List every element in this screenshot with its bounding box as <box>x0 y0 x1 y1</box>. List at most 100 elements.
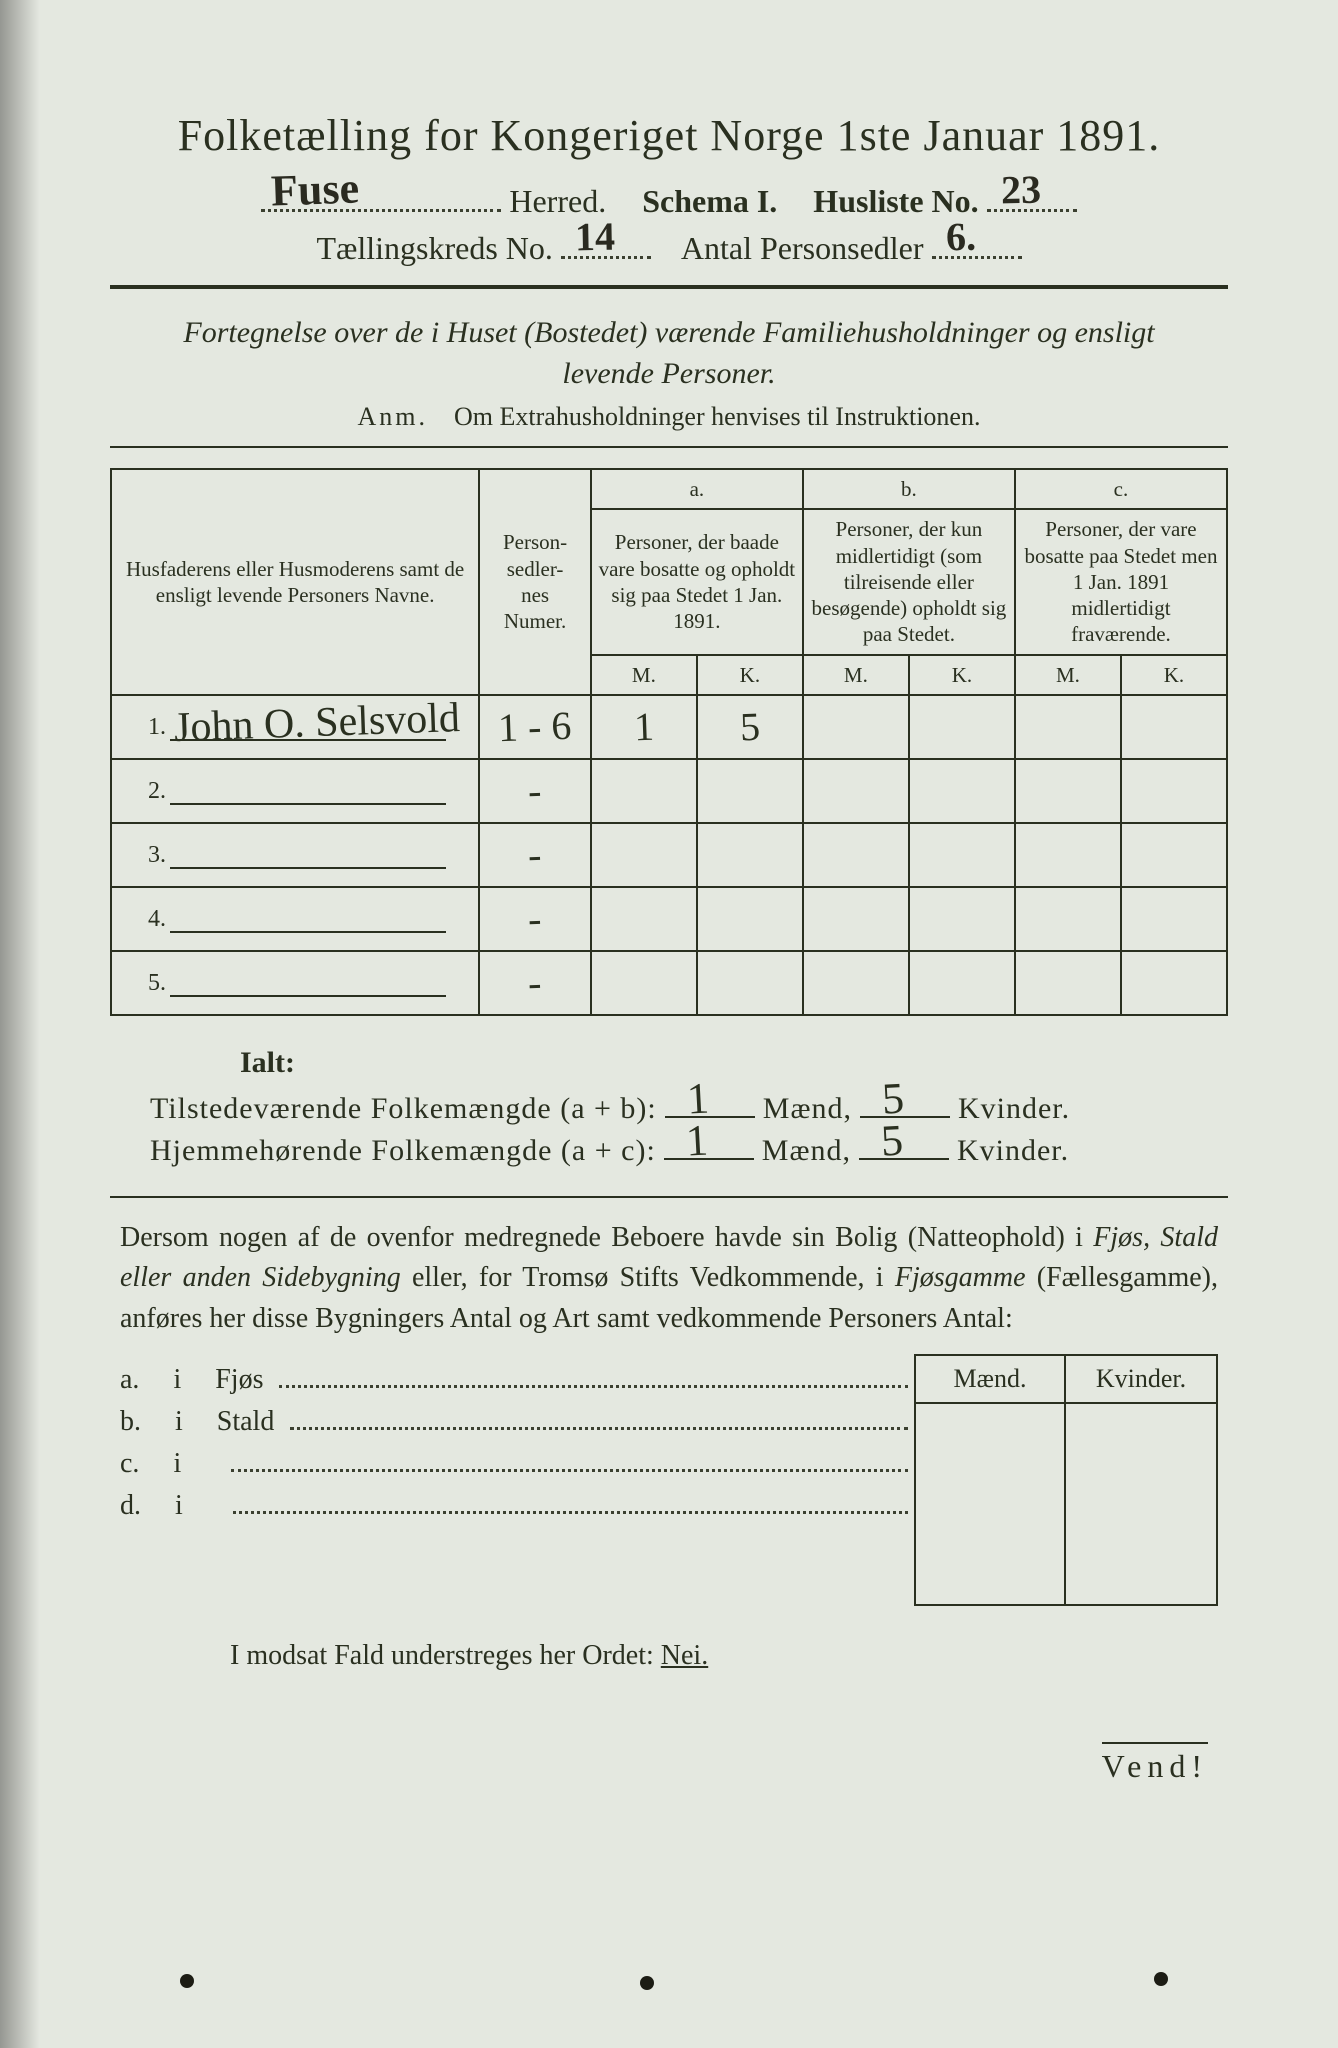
row-c-m <box>1015 823 1121 887</box>
kreds-field: 14 <box>561 233 651 259</box>
maend-label-1: Mænd, <box>763 1092 852 1126</box>
row-num-cell: 1 - 6 <box>479 695 591 759</box>
outbuilding-key: a. <box>120 1364 139 1396</box>
col-header-name-text: Husfaderens eller Husmoderens samt de en… <box>126 557 464 607</box>
row-b-m <box>803 759 909 823</box>
outbuilding-section: a.iFjøsb.iStaldc.id.i Mænd. Kvinder. <box>120 1354 1218 1606</box>
outbuilding-row: d. i <box>120 1490 914 1522</box>
row-b-m <box>803 951 909 1015</box>
row-number: 5. <box>144 970 170 997</box>
para-it2: Fjøsgamme <box>895 1262 1026 1293</box>
row-c-m <box>1015 951 1121 1015</box>
col-b-m: M. <box>803 655 909 695</box>
scan-spot <box>1154 1972 1168 1986</box>
col-c-desc: Personer, der vare bosatte paa Stedet me… <box>1015 509 1227 654</box>
total-resident: Hjemmehørende Folkemængde (a + c): 1 Mæn… <box>150 1134 1228 1168</box>
row-b-k <box>909 695 1015 759</box>
total-resident-m-field: 1 <box>664 1134 754 1160</box>
divider-1 <box>110 285 1228 289</box>
row-num-cell: - <box>479 887 591 951</box>
form-title: Folketælling for Kongeriget Norge 1ste J… <box>110 110 1228 161</box>
cell-value: - <box>528 959 543 1006</box>
ialt-label: Ialt: <box>240 1046 1228 1080</box>
col-a-desc: Personer, der baade vare bosatte og opho… <box>591 509 803 654</box>
row-number: 1. <box>144 714 170 741</box>
side-hdr-k: Kvinder. <box>1066 1356 1216 1404</box>
header-line-3: Tællingskreds No. 14 Antal Personsedler … <box>110 230 1228 267</box>
kreds-value: 14 <box>574 213 615 261</box>
col-b-k: K. <box>909 655 1015 695</box>
row-c-m <box>1015 759 1121 823</box>
total-resident-k-field: 5 <box>859 1134 949 1160</box>
col-a-letter: a. <box>591 469 803 509</box>
scan-spot <box>640 1976 654 1990</box>
herred-value: Fuse <box>270 162 360 216</box>
kreds-label: Tællingskreds No. <box>316 230 552 267</box>
row-number: 4. <box>144 906 170 933</box>
row-name-line <box>170 905 446 933</box>
scan-spot <box>180 1974 194 1988</box>
row-a-k <box>697 887 803 951</box>
table-row: 2.- <box>111 759 1227 823</box>
total-resident-k: 5 <box>880 1114 906 1166</box>
outbuilding-label: Fjøs <box>215 1364 263 1396</box>
total-resident-m: 1 <box>684 1114 710 1166</box>
col-a-k: K. <box>697 655 803 695</box>
row-b-k <box>909 951 1015 1015</box>
row-b-m <box>803 823 909 887</box>
row-name-cell: 4. <box>111 887 479 951</box>
antal-label: Antal Personsedler <box>681 230 924 267</box>
dotted-leader <box>231 1458 908 1472</box>
col-b-desc: Personer, der kun midlertidigt (som tilr… <box>803 509 1015 654</box>
household-table: Husfaderens eller Husmoderens samt de en… <box>110 468 1228 1016</box>
nei-word: Nei. <box>661 1640 708 1671</box>
col-c-letter: c. <box>1015 469 1227 509</box>
row-num-cell: - <box>479 823 591 887</box>
dotted-leader <box>290 1416 908 1430</box>
scan-shadow <box>0 0 40 2048</box>
col-header-num: Person- sedler- nes Numer. <box>479 469 591 695</box>
outbuilding-i: i <box>175 1490 183 1522</box>
outbuilding-list: a.iFjøsb.iStaldc.id.i <box>120 1354 914 1606</box>
col-b-letter: b. <box>803 469 1015 509</box>
table-row: 5. - <box>111 951 1227 1015</box>
row-number: 3. <box>144 842 170 869</box>
schema-label: Schema I. <box>642 183 777 220</box>
vend-label: Vend! <box>1102 1742 1208 1785</box>
modsat-text: I modsat Fald understreges her Ordet: <box>230 1640 661 1671</box>
outbuilding-key: c. <box>120 1448 139 1480</box>
cell-value: - <box>528 895 543 942</box>
row-a-k <box>697 823 803 887</box>
total-present-k-field: 5 <box>860 1092 950 1118</box>
antal-value: 6. <box>945 213 976 261</box>
row-a-m <box>591 823 697 887</box>
total-resident-label: Hjemmehørende Folkemængde (a + c): <box>150 1134 656 1168</box>
outbuilding-i: i <box>173 1364 181 1396</box>
outbuilding-key: d. <box>120 1490 141 1522</box>
row-b-k <box>909 759 1015 823</box>
col-header-name: Husfaderens eller Husmoderens samt de en… <box>111 469 479 695</box>
row-a-m <box>591 951 697 1015</box>
row-a-k <box>697 951 803 1015</box>
census-form-page: Folketælling for Kongeriget Norge 1ste J… <box>0 0 1338 2048</box>
row-a-m <box>591 887 697 951</box>
row-name-cell: 1.John O. Selsvold <box>111 695 479 759</box>
col-a-m: M. <box>591 655 697 695</box>
outbuilding-key: b. <box>120 1406 141 1438</box>
cell-value: 1 <box>633 703 655 751</box>
outbuilding-counts: Mænd. Kvinder. <box>914 1354 1218 1606</box>
outbuilding-i: i <box>175 1406 183 1438</box>
side-hdr-m: Mænd. <box>916 1356 1066 1404</box>
husliste-value: 23 <box>1000 166 1041 214</box>
cell-value: - <box>528 767 543 814</box>
outbuilding-i: i <box>173 1448 181 1480</box>
husliste-field: 23 <box>987 186 1077 212</box>
herred-field: Fuse <box>261 186 501 212</box>
row-a-m <box>591 759 697 823</box>
side-cell-k <box>1066 1404 1216 1604</box>
table-body: 1.John O. Selsvold1 - 6152.-3.-4.-5.- <box>111 695 1227 1015</box>
divider-3 <box>110 1196 1228 1198</box>
outbuilding-row: b.iStald <box>120 1406 914 1438</box>
row-num-cell: - <box>479 951 591 1015</box>
col-c-m: M. <box>1015 655 1121 695</box>
